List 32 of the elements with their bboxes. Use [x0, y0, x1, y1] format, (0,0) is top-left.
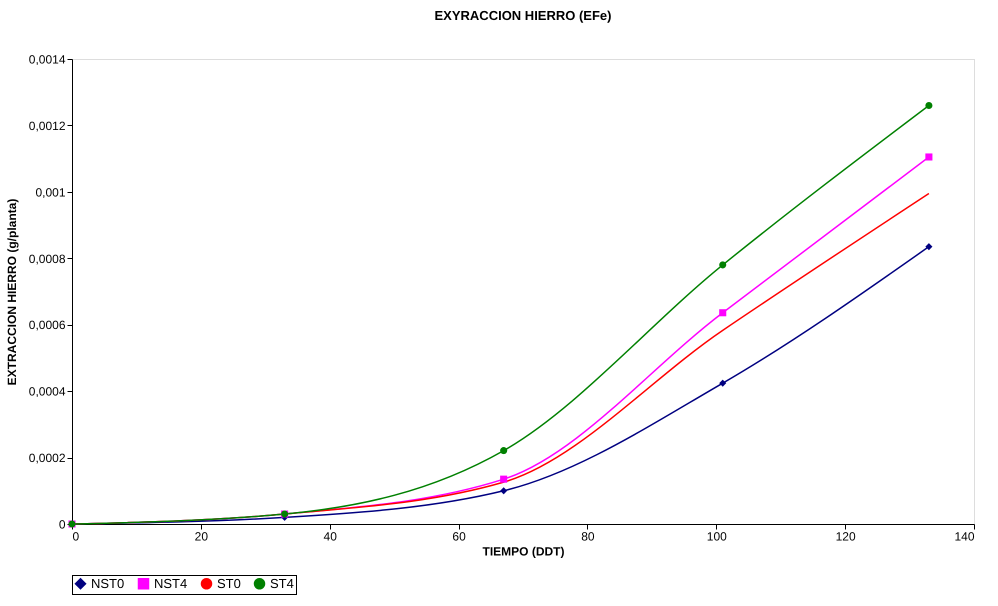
point [719, 261, 726, 268]
point [719, 380, 726, 387]
point [500, 487, 508, 494]
x-tick-label: 120 [836, 530, 856, 544]
x-axis-title: TIEMPO (DDT) [482, 544, 564, 558]
point [925, 243, 932, 250]
y-tick-label: 0,0008 [28, 252, 66, 266]
x-tick-label: 80 [581, 530, 595, 544]
point [925, 153, 932, 161]
x-tick-label: 100 [706, 530, 728, 544]
x-tick-label: 140 [954, 530, 975, 544]
point [719, 309, 726, 316]
y-tick-label: 0,0002 [28, 451, 66, 466]
legend-label: NST4 [154, 576, 188, 591]
y-tick-label: 0,0012 [28, 118, 66, 133]
y-tick-label: 0,0004 [28, 384, 66, 399]
y-axis-title: EXTRACCION HIERRO (g/planta) [4, 198, 19, 386]
legend-label: ST0 [217, 576, 241, 591]
y-tick-label: 0,001 [35, 185, 66, 200]
chart-title: EXYRACCION HIERRO (EFe) [434, 8, 612, 23]
y-tick-label: 0,0014 [28, 52, 66, 66]
legend-label: ST4 [270, 576, 294, 591]
point [925, 102, 932, 110]
x-tick-label: 40 [324, 530, 338, 544]
legend-label: NST0 [91, 576, 124, 591]
point [500, 476, 508, 483]
x-tick-label: 20 [194, 530, 208, 544]
x-tick-label: 0 [72, 530, 80, 544]
point [500, 447, 508, 454]
y-tick-label: 0 [58, 518, 66, 532]
x-tick-label: 60 [452, 530, 466, 544]
y-tick-label: 0,0006 [28, 318, 66, 332]
